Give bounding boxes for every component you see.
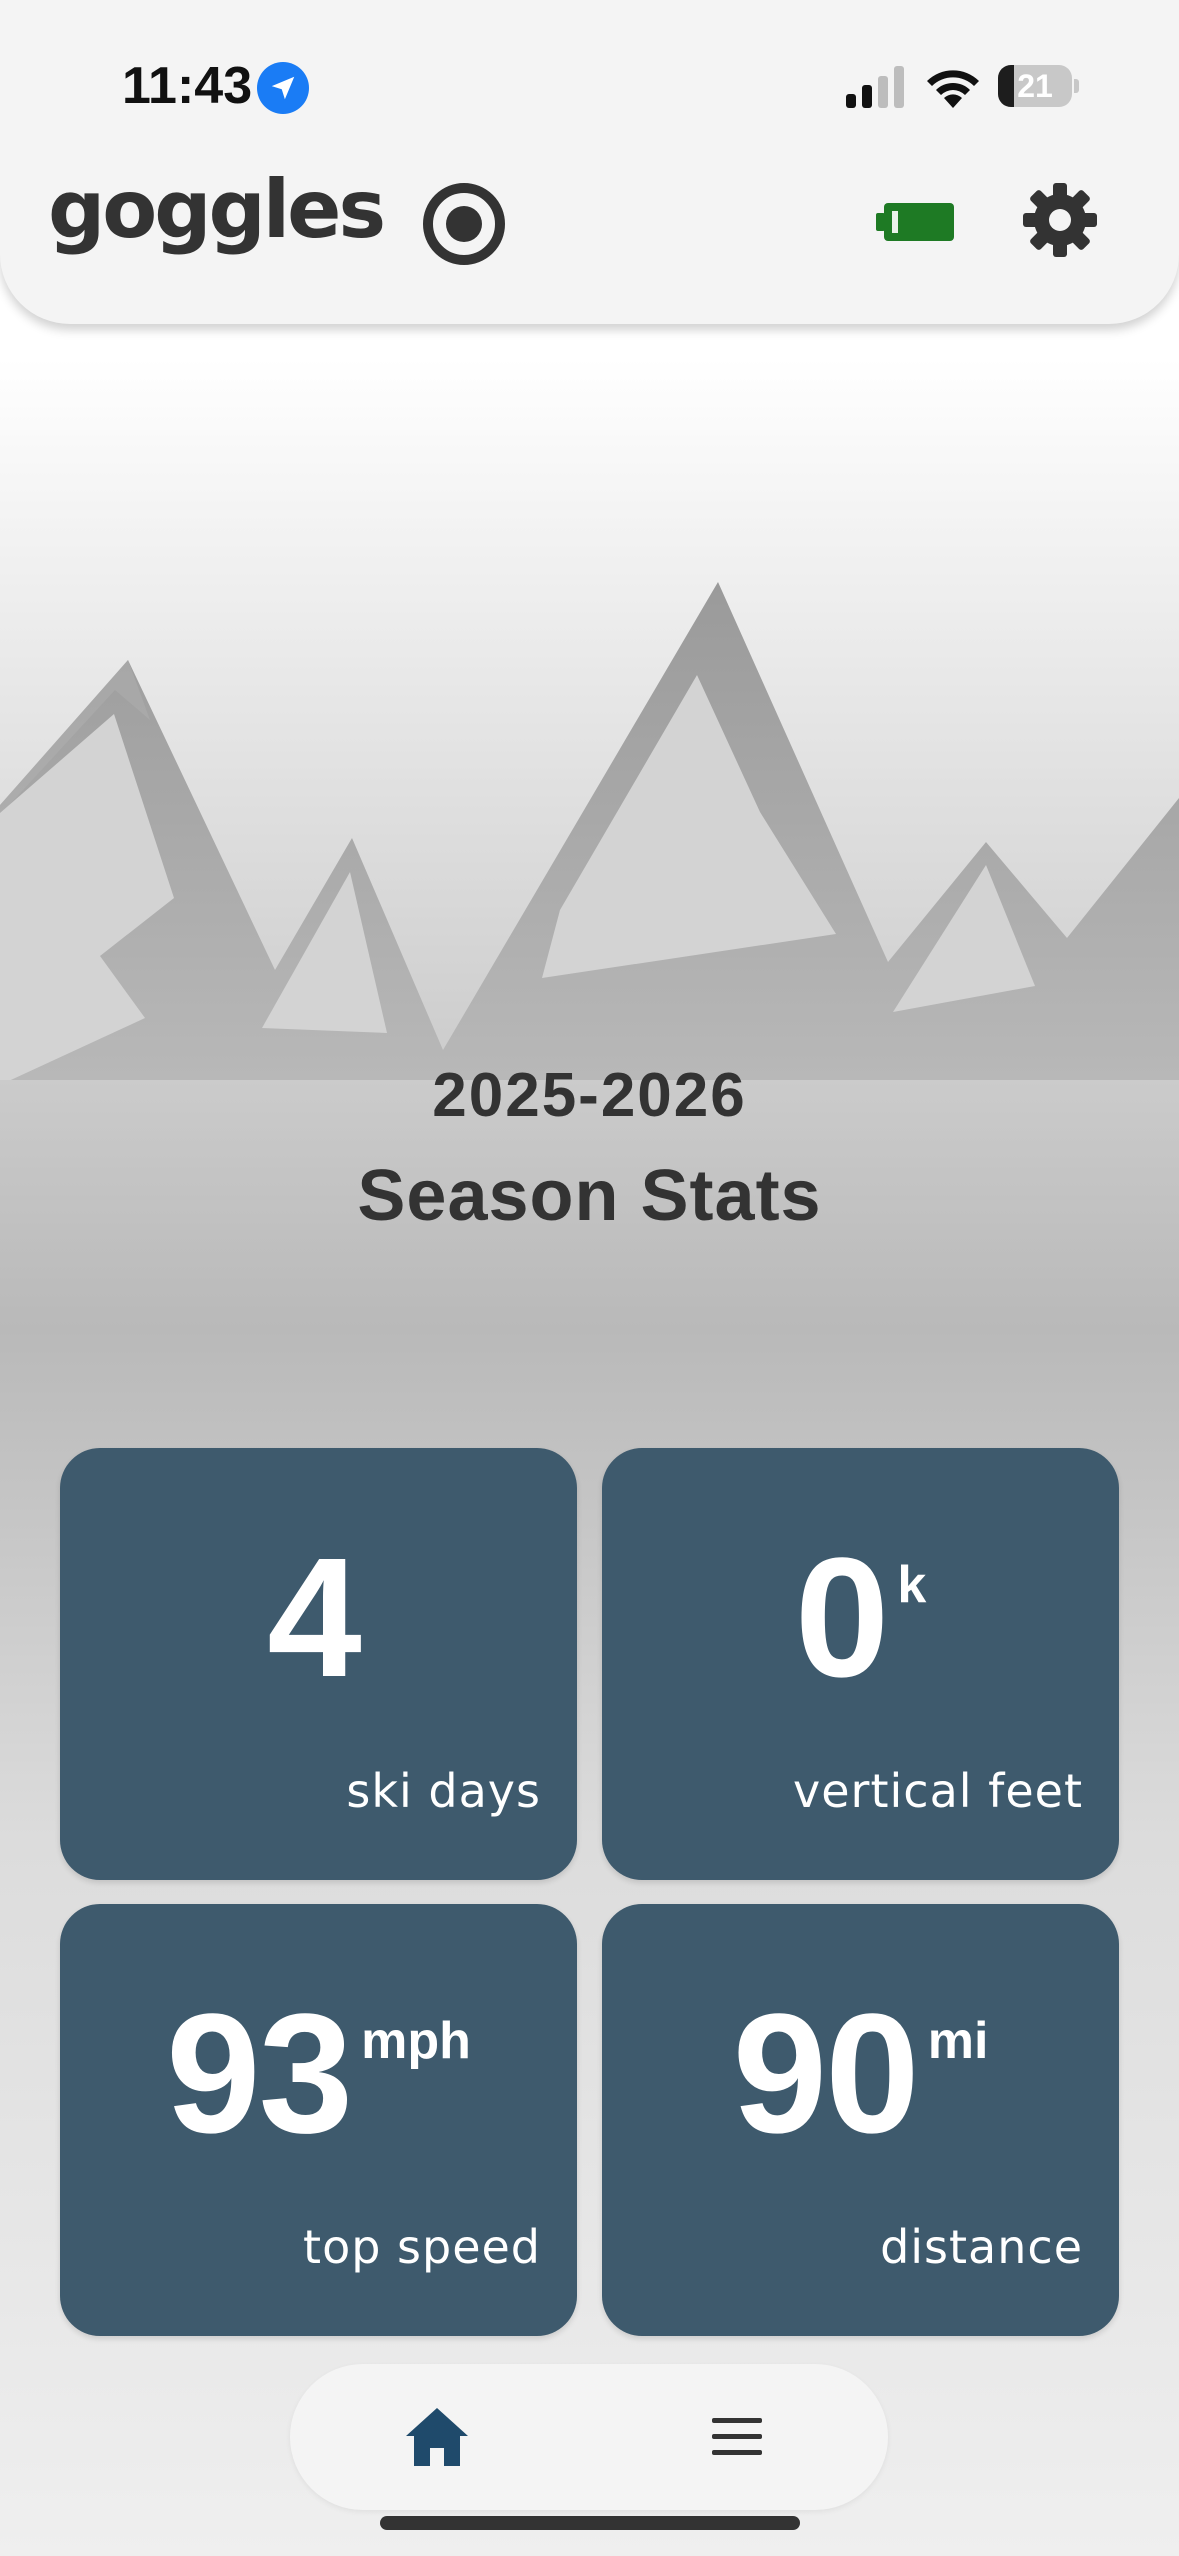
stat-label: vertical feet	[793, 1764, 1083, 1818]
stat-label: distance	[880, 2220, 1083, 2274]
stat-value: 0	[794, 1523, 890, 1713]
season-title: Season Stats	[357, 1156, 822, 1236]
mountains-illustration	[0, 582, 1179, 1080]
wifi-icon	[927, 70, 979, 108]
app-header: 11:43 21 goggles	[0, 0, 1179, 324]
stat-label: ski days	[346, 1764, 541, 1818]
record-icon[interactable]	[420, 180, 508, 268]
season-year: 2025-2026	[432, 1061, 747, 1130]
battery-percent: 21	[1017, 68, 1053, 104]
stat-unit: mph	[361, 2012, 471, 2070]
device-battery-icon[interactable]	[876, 201, 954, 243]
stat-value: 93	[166, 1979, 353, 2169]
app-title: goggles	[48, 163, 386, 256]
bottom-nav	[290, 2364, 888, 2510]
stat-value: 4	[267, 1523, 362, 1713]
stat-label: top speed	[303, 2220, 541, 2274]
stat-value: 90	[732, 1979, 920, 2169]
stat-card-vertical-feet[interactable]: 0 k vertical feet	[602, 1448, 1119, 1880]
stat-unit: mi	[927, 2012, 989, 2070]
stat-card-ski-days[interactable]: 4 ski days	[60, 1448, 577, 1880]
stat-card-top-speed[interactable]: 93 mph top speed	[60, 1904, 577, 2336]
menu-icon[interactable]	[704, 2404, 770, 2470]
stat-unit: k	[897, 1556, 927, 1614]
home-indicator	[380, 2516, 800, 2530]
gear-icon[interactable]	[1020, 180, 1100, 260]
status-time: 11:43	[122, 57, 253, 115]
battery-icon: 21	[998, 65, 1079, 107]
home-icon[interactable]	[402, 2402, 472, 2472]
location-arrow-icon	[257, 62, 309, 114]
cellular-signal-icon	[846, 66, 904, 108]
stat-card-distance[interactable]: 90 mi distance	[602, 1904, 1119, 2336]
